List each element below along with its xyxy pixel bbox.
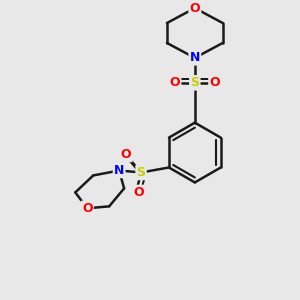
Text: O: O <box>82 202 93 215</box>
Text: O: O <box>209 76 220 89</box>
Text: N: N <box>190 51 200 64</box>
Text: S: S <box>136 166 146 179</box>
Text: O: O <box>190 2 200 15</box>
Text: O: O <box>121 148 131 161</box>
Text: O: O <box>134 186 144 199</box>
Text: S: S <box>190 76 199 89</box>
Text: N: N <box>114 164 124 177</box>
Text: O: O <box>169 76 180 89</box>
